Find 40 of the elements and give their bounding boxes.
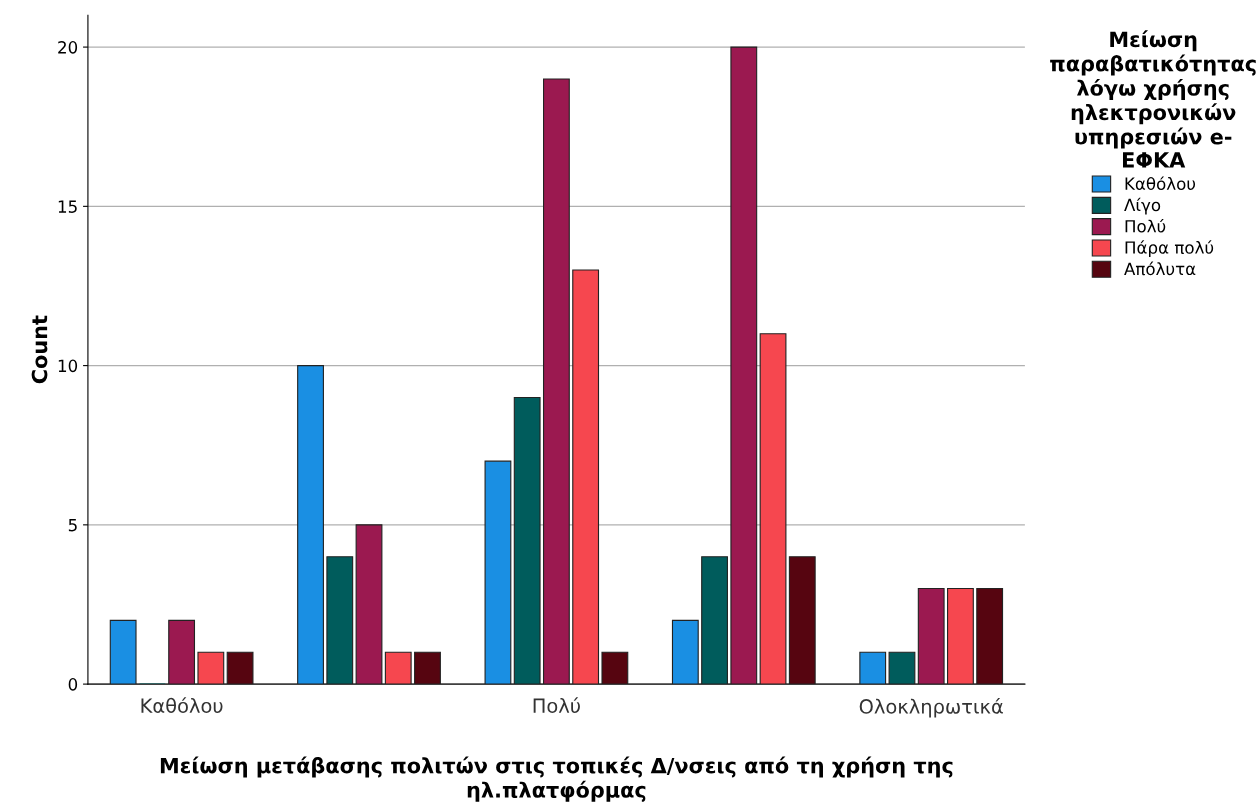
bar [384, 651, 412, 685]
bar [197, 651, 225, 685]
bar [109, 619, 137, 685]
x-tick-label: Καθόλου [141, 697, 223, 714]
bar [414, 651, 441, 685]
bar [888, 651, 916, 685]
bar [859, 651, 887, 685]
bar [168, 619, 196, 685]
y-tick-label: 10 [58, 359, 78, 373]
bar [297, 365, 324, 685]
y-tick-label: 15 [58, 200, 77, 213]
bar [976, 587, 1004, 685]
bar [730, 46, 758, 685]
legend-label: Απόλυτα [1124, 261, 1196, 276]
bar [355, 524, 383, 685]
y-tick-label: 0 [68, 678, 78, 691]
bar [326, 556, 354, 685]
bar [484, 460, 512, 685]
bar [601, 651, 629, 685]
x-tick-label: Πολύ [533, 697, 580, 714]
y-tick-label: 20 [58, 41, 78, 54]
bar [542, 78, 570, 685]
bar [759, 333, 787, 685]
bar [947, 587, 974, 685]
x-tick-label: Ολοκληρωτικά [859, 697, 1003, 718]
legend-label: Καθόλου [1125, 176, 1196, 190]
y-tick-label: 5 [68, 519, 77, 532]
bar [671, 619, 699, 685]
bar [226, 651, 254, 685]
x-axis-title: Μείωση μετάβασης πολιτών στις τοπικές Δ/νσεις από τη χρήση της ηλ.πλατφόρμας [160, 756, 953, 802]
y-axis-title: Count [31, 315, 48, 384]
bar [572, 269, 600, 685]
bar [917, 587, 945, 685]
legend-label: Πολύ [1125, 218, 1166, 233]
bar [513, 396, 541, 685]
legend-label: Πάρα πολύ [1125, 240, 1214, 258]
bar [788, 556, 816, 685]
bar [701, 556, 728, 685]
legend-label: Λίγο [1124, 197, 1161, 215]
legend-title: Μείωση παραβατικότητας λόγω χρήσης ηλεκτρονικών υπηρεσιών e- ΕΦΚΑ [1050, 30, 1256, 168]
